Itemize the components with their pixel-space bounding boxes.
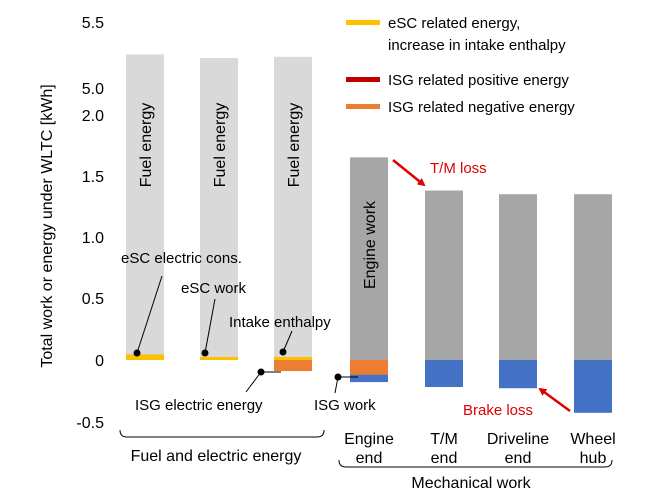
legend-label-esc-line2: increase in intake enthalpy <box>388 37 566 54</box>
legend-swatch-esc <box>346 20 380 25</box>
y-tick-label: -0.5 <box>76 415 104 432</box>
legend-swatch-isg-positive <box>346 77 380 82</box>
fuel-energy-label: Fuel energy <box>286 103 303 188</box>
annotation-brake-loss: Brake loss <box>463 402 533 419</box>
fuel-energy-label: Fuel energy <box>138 103 155 188</box>
esc-energy-bar <box>274 357 312 360</box>
bracket-mech <box>338 459 613 468</box>
bracket-fuel <box>119 429 325 438</box>
annotation-isg-work: ISG work <box>314 397 376 414</box>
annotation-esc-work: eSC work <box>181 280 247 297</box>
leader-dot <box>133 349 141 357</box>
annotation-intake: Intake enthalpy <box>229 314 331 331</box>
isg-negative-bar <box>350 360 388 375</box>
loss-bar <box>425 360 463 388</box>
esc-energy-bar <box>200 357 238 360</box>
mechanical-work-bar <box>350 157 388 360</box>
category-label: Engine <box>344 431 394 448</box>
leader-dot <box>257 368 265 376</box>
category-label: end <box>356 450 383 467</box>
y-tick-label: 0 <box>95 353 104 370</box>
mechanical-work-bar <box>425 190 463 360</box>
legend-swatch-isg-negative <box>346 104 380 109</box>
legend-label-esc: eSC related energy, <box>388 15 520 32</box>
esc-energy-bar <box>126 354 164 360</box>
group-label-fuel: Fuel and electric energy <box>131 448 302 465</box>
annotation-esc-electric: eSC electric cons. <box>121 250 242 267</box>
annotation-isg-electric: ISG electric energy <box>135 397 263 414</box>
legend: eSC related energy, increase in intake e… <box>346 15 575 116</box>
category-label: Wheel <box>570 431 615 448</box>
y-tick-label: 5.5 <box>82 15 104 32</box>
loss-bar <box>574 360 612 413</box>
leader-isg-electric <box>245 371 262 393</box>
category-label: T/M <box>430 431 458 448</box>
category-label: Driveline <box>487 431 549 448</box>
category-label: hub <box>580 450 607 467</box>
y-axis-label: Total work or energy under WLTC [kWh] <box>39 84 56 367</box>
isg-negative-bar <box>274 360 312 372</box>
fuel-energy-bar <box>274 56 312 361</box>
leader-dot <box>201 349 209 357</box>
group-label-mech: Mechanical work <box>411 475 531 492</box>
leader-esc-work <box>204 298 216 354</box>
fuel-energy-bar <box>200 58 238 360</box>
y-tick-label: 1.5 <box>82 169 104 186</box>
tm-loss-arrow <box>392 159 426 187</box>
y-tick-label: 0.5 <box>82 291 104 308</box>
fuel-energy-label: Fuel energy <box>212 103 229 188</box>
category-label: end <box>431 450 458 467</box>
leader-intake <box>282 330 293 353</box>
y-tick-label: 5.0 <box>82 81 104 98</box>
loss-bar <box>499 360 537 389</box>
y-tick-label: 2.0 <box>82 108 104 125</box>
engine-work-label: Engine work <box>362 200 379 289</box>
y-tick-label: 1.0 <box>82 230 104 247</box>
legend-label-isg-positive: ISG related positive energy <box>388 72 569 89</box>
fuel-energy-bar <box>126 54 164 361</box>
leader-dot <box>334 373 342 381</box>
mechanical-work-bar <box>499 194 537 360</box>
leader-esc-electric <box>136 275 163 354</box>
brake-loss-arrow <box>538 387 571 413</box>
bars-layer <box>126 54 612 413</box>
mechanical-work-bar <box>574 194 612 360</box>
category-label: end <box>505 450 532 467</box>
leader-dot <box>279 348 287 356</box>
legend-label-isg-negative: ISG related negative energy <box>388 99 575 116</box>
annotation-tm-loss: T/M loss <box>430 160 487 177</box>
